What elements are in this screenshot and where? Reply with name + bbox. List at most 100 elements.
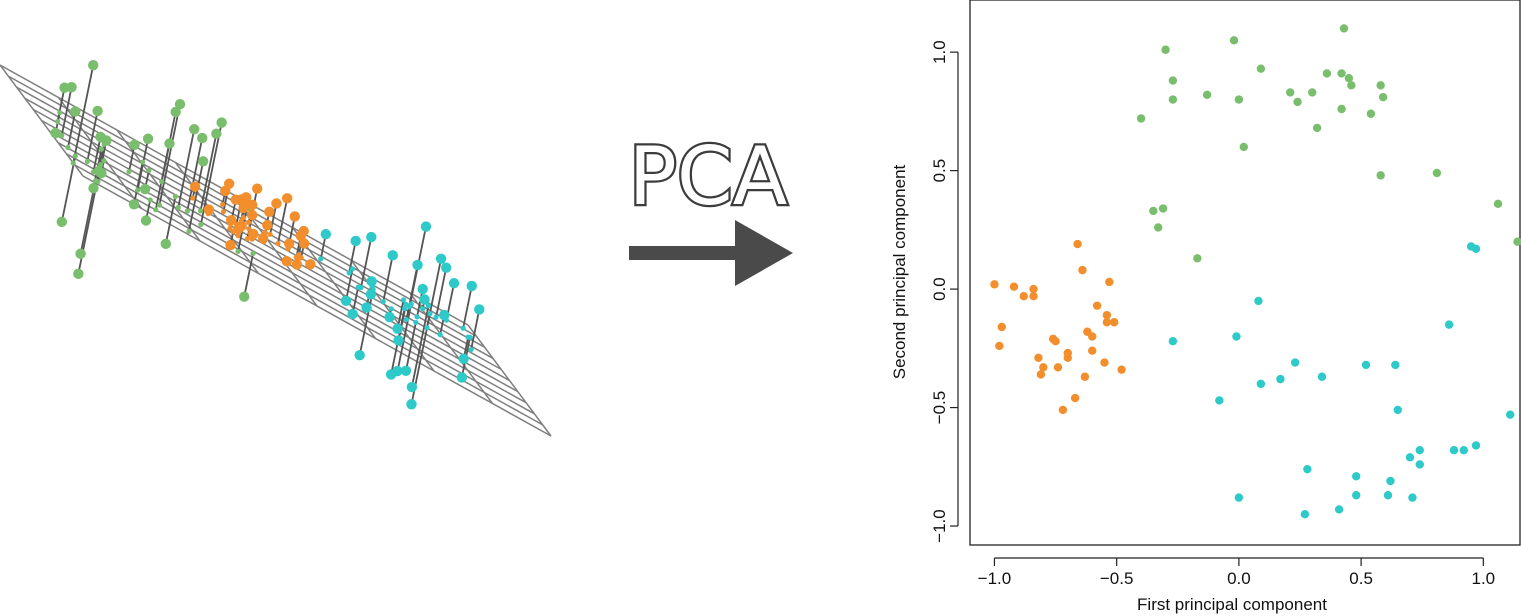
projection-line — [405, 322, 417, 371]
scatter-point — [1308, 88, 1317, 97]
projection-line — [360, 236, 373, 288]
plane-grid-line — [57, 142, 527, 404]
projected-point — [468, 346, 474, 353]
original-point — [142, 133, 154, 144]
projected-point — [72, 153, 78, 159]
projection-line — [160, 143, 171, 182]
scatter-point — [1339, 24, 1349, 33]
original-point — [406, 399, 417, 410]
y-tick-label: −1.0 — [930, 509, 949, 543]
original-point — [197, 156, 209, 167]
original-point — [88, 60, 99, 71]
scatter-point — [1303, 464, 1312, 474]
projected-point — [244, 236, 250, 242]
scatter-point — [1193, 254, 1202, 263]
projection-line — [435, 267, 448, 318]
original-point — [73, 268, 84, 280]
original-point — [264, 206, 275, 218]
original-point — [160, 238, 172, 250]
scatter-point — [1215, 396, 1224, 405]
original-point — [435, 253, 447, 264]
projection-line — [67, 111, 77, 148]
scatter-point — [1019, 291, 1028, 301]
scatter-point — [1300, 509, 1310, 519]
original-point — [240, 197, 251, 208]
projected-point — [134, 187, 141, 193]
original-point — [412, 259, 423, 271]
original-point — [340, 295, 352, 306]
projection-line — [60, 155, 77, 223]
original-point — [366, 276, 377, 287]
projected-point — [219, 201, 226, 207]
original-point — [419, 294, 430, 305]
original-point — [189, 124, 200, 135]
scatter-point — [1513, 237, 1521, 246]
original-point — [225, 239, 236, 251]
y-tick-label: −0.5 — [930, 391, 949, 425]
scatter-point — [1347, 81, 1356, 90]
original-point — [216, 117, 227, 128]
original-point — [400, 365, 412, 376]
original-point — [251, 183, 263, 194]
scatter-point — [1391, 360, 1400, 370]
scatter-point — [1471, 441, 1481, 450]
x-tick-label: 1.0 — [1472, 569, 1496, 588]
projected-point — [235, 233, 241, 239]
original-point — [211, 128, 222, 139]
projection-line — [382, 255, 394, 302]
scatter-point — [1229, 36, 1239, 45]
original-point — [350, 235, 361, 247]
scatter-point — [1254, 296, 1263, 306]
projected-point — [126, 168, 132, 175]
plane-grid-line — [66, 153, 535, 415]
projected-point — [296, 252, 302, 258]
scatter-point — [997, 322, 1006, 332]
original-point — [257, 233, 269, 244]
scatter-point — [1290, 358, 1300, 367]
original-point — [139, 183, 151, 195]
projected-point — [425, 303, 432, 309]
scatter-point — [1051, 337, 1060, 346]
original-point — [189, 181, 201, 192]
projected-point — [349, 266, 356, 272]
projected-point — [400, 297, 407, 303]
original-point — [439, 309, 450, 321]
original-point — [289, 211, 300, 222]
projected-point — [460, 325, 466, 331]
scatter-point — [1352, 472, 1361, 481]
projected-point — [318, 256, 324, 262]
scatter-point — [1168, 95, 1178, 104]
projected-point — [424, 325, 430, 331]
original-point — [262, 219, 273, 231]
projected-point — [408, 301, 414, 307]
projected-point — [172, 193, 179, 200]
projected-point — [414, 314, 420, 320]
arrow-head — [735, 220, 793, 286]
original-point — [203, 204, 215, 215]
scatter-point — [1168, 337, 1178, 346]
original-point — [174, 98, 186, 110]
projection-line — [243, 253, 254, 297]
pca-3d-projection-panel — [0, 60, 552, 437]
original-point — [298, 225, 309, 237]
projected-point — [437, 332, 443, 338]
projected-point — [227, 225, 233, 232]
scatter-point — [1376, 81, 1385, 90]
projection-line — [199, 133, 218, 212]
original-point — [239, 291, 250, 302]
original-point — [129, 139, 140, 151]
projected-point — [190, 195, 196, 201]
original-point — [393, 335, 404, 346]
projected-point — [240, 215, 246, 221]
scatter-point — [1102, 310, 1112, 320]
scatter-point — [1449, 446, 1459, 455]
scatter-point — [1053, 363, 1063, 372]
plane-grid-line — [41, 119, 510, 382]
scatter-point — [1361, 360, 1371, 370]
projected-point — [235, 248, 241, 254]
scatter-point — [1202, 90, 1212, 99]
arrow-right-icon — [629, 220, 793, 286]
projected-point — [467, 334, 473, 340]
original-point — [96, 167, 107, 179]
